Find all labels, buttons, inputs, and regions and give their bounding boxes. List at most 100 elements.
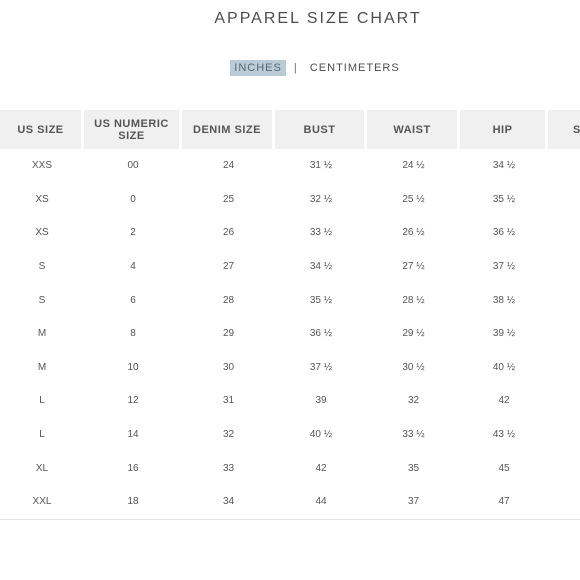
size-chart-container: US SIZE US NUMERIC SIZE DENIM SIZE BUST … xyxy=(0,110,580,520)
cell-us-size: XS xyxy=(35,227,49,239)
cell-bust: 31 ½ xyxy=(309,160,333,172)
cell-hip: 34 ½ xyxy=(492,160,516,172)
table-row: S 4 27 34 ½ 27 ½ 37 ½ xyxy=(0,250,580,284)
cell-waist: 26 ½ xyxy=(402,227,425,239)
header-denim-size: DENIM SIZE xyxy=(182,110,275,149)
cell-denim-size: 25 xyxy=(222,193,235,205)
cell-bust: 39 xyxy=(315,395,327,407)
cell-us-numeric-size: 12 xyxy=(127,395,139,407)
cell-hip: 42 xyxy=(498,395,510,407)
header-row: US SIZE US NUMERIC SIZE DENIM SIZE BUST … xyxy=(0,110,580,149)
unit-toggle: INCHES | CENTIMETERS xyxy=(0,60,580,76)
inches-tab[interactable]: INCHES xyxy=(230,60,286,76)
cell-denim-size: 24 xyxy=(222,160,235,172)
cell-hip: 45 xyxy=(498,462,510,474)
table-row: XS 2 26 33 ½ 26 ½ 36 ½ xyxy=(0,216,580,250)
cell-denim-size: 29 xyxy=(222,328,235,340)
cell-bust: 34 ½ xyxy=(309,261,333,273)
cell-hip: 36 ½ xyxy=(492,227,516,239)
cell-hip: 39 ½ xyxy=(492,328,516,340)
cell-hip: 37 ½ xyxy=(492,261,516,273)
cell-us-size: L xyxy=(39,429,45,441)
cell-us-numeric-size: 18 xyxy=(84,485,182,520)
cell-waist: 35 xyxy=(407,462,420,474)
cell-hip: 40 ½ xyxy=(492,361,516,373)
cell-bust: 35 ½ xyxy=(309,294,333,306)
header-truncated: S xyxy=(548,110,580,149)
cell-denim-size: 27 xyxy=(222,261,235,273)
cell-us-size: M xyxy=(37,328,47,340)
cell-us-size: S xyxy=(38,261,46,273)
cell-us-numeric-size: 6 xyxy=(130,294,136,306)
cell-waist: 33 ½ xyxy=(402,429,425,441)
header-bust: BUST xyxy=(275,110,367,149)
cell-waist: 30 ½ xyxy=(402,361,425,373)
cell-denim-size: 34 xyxy=(182,485,275,520)
cell-us-numeric-size: 16 xyxy=(127,462,139,474)
cell-bust: 37 ½ xyxy=(309,361,333,373)
cell-us-numeric-size: 10 xyxy=(127,361,139,373)
cell-us-size: S xyxy=(38,294,46,306)
cell-hip: 35 ½ xyxy=(492,193,516,205)
centimeters-tab[interactable]: CENTIMETERS xyxy=(309,62,400,74)
table-row: XL 16 33 42 35 45 xyxy=(0,451,580,485)
cell-bust: 33 ½ xyxy=(309,227,333,239)
cell-denim-size: 26 xyxy=(222,227,235,239)
cell-truncated xyxy=(548,250,580,284)
page-title: APPAREL SIZE CHART xyxy=(214,10,422,27)
cell-us-size: XXL xyxy=(0,485,84,520)
cell-denim-size: 33 xyxy=(222,462,235,474)
cell-truncated xyxy=(548,351,580,385)
cell-waist: 24 ½ xyxy=(402,160,425,172)
size-rows: XXS 00 24 31 ½ 24 ½ 34 ½ XS 0 25 32 ½ 25 ½ 35 ½ XS 2 2… xyxy=(0,149,580,520)
cell-us-size: XXS xyxy=(31,160,52,172)
cell-truncated xyxy=(548,149,580,183)
table-row: M 8 29 36 ½ 29 ½ 39 ½ xyxy=(0,317,580,351)
cell-truncated xyxy=(548,317,580,351)
cell-waist: 25 ½ xyxy=(402,193,425,205)
table-row: M 10 30 37 ½ 30 ½ 40 ½ xyxy=(0,351,580,385)
cell-us-size: XS xyxy=(35,193,49,205)
cell-truncated xyxy=(548,418,580,452)
cell-denim-size: 28 xyxy=(222,294,235,306)
cell-waist: 29 ½ xyxy=(402,328,425,340)
cell-truncated xyxy=(548,283,580,317)
size-chart-table: US SIZE US NUMERIC SIZE DENIM SIZE BUST … xyxy=(0,110,580,520)
cell-truncated xyxy=(548,451,580,485)
table-row: XS 0 25 32 ½ 25 ½ 35 ½ xyxy=(0,183,580,217)
cell-waist: 37 xyxy=(367,485,460,520)
cell-bust: 44 xyxy=(275,485,367,520)
cell-truncated xyxy=(548,485,580,520)
cell-waist: 28 ½ xyxy=(402,294,425,306)
cell-denim-size: 32 xyxy=(222,429,235,441)
cell-us-numeric-size: 0 xyxy=(130,193,136,205)
cell-us-size: L xyxy=(39,395,45,407)
cell-denim-size: 30 xyxy=(222,361,235,373)
header-hip: HIP xyxy=(460,110,548,149)
cell-us-numeric-size: 14 xyxy=(127,429,139,441)
cell-truncated xyxy=(548,384,580,418)
cell-truncated xyxy=(548,183,580,217)
cell-waist: 32 xyxy=(407,395,420,407)
cell-bust: 40 ½ xyxy=(309,429,333,441)
cell-us-numeric-size: 4 xyxy=(130,261,136,273)
table-row: L 12 31 39 32 42 xyxy=(0,384,580,418)
cell-hip: 47 xyxy=(460,485,548,520)
table-row: XXL 18 34 44 37 47 xyxy=(0,485,580,520)
cell-us-size: M xyxy=(37,361,47,373)
cell-truncated xyxy=(548,216,580,250)
unit-separator: | xyxy=(293,62,298,74)
table-row: L 14 32 40 ½ 33 ½ 43 ½ xyxy=(0,418,580,452)
cell-us-size: XL xyxy=(35,462,49,474)
cell-waist: 27 ½ xyxy=(402,261,425,273)
table-row: S 6 28 35 ½ 28 ½ 38 ½ xyxy=(0,283,580,317)
header-waist: WAIST xyxy=(367,110,460,149)
header-us-numeric-size: US NUMERIC SIZE xyxy=(84,110,182,149)
cell-bust: 42 xyxy=(315,462,327,474)
cell-us-numeric-size: 00 xyxy=(127,160,139,172)
cell-us-numeric-size: 2 xyxy=(130,227,136,239)
cell-hip: 38 ½ xyxy=(492,294,516,306)
cell-bust: 32 ½ xyxy=(309,193,333,205)
cell-bust: 36 ½ xyxy=(309,328,333,340)
cell-hip: 43 ½ xyxy=(492,429,516,441)
